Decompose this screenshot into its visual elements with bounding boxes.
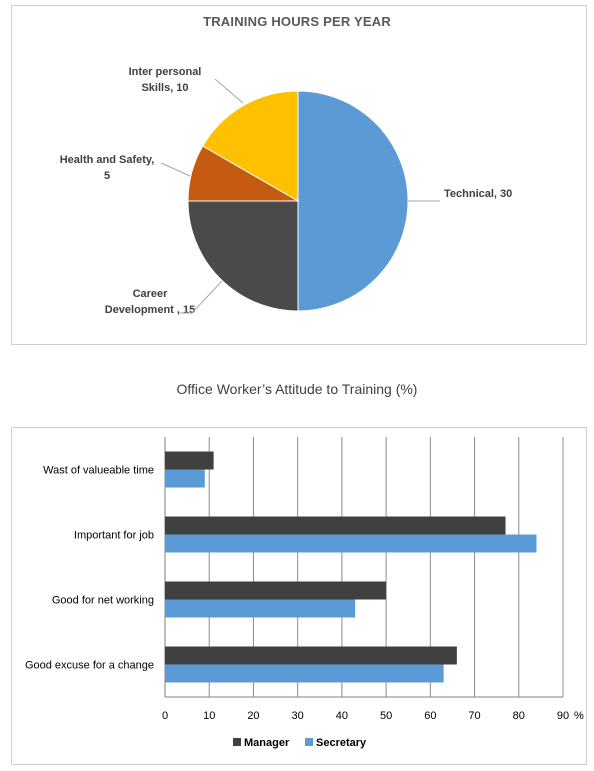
x-unit-label: % <box>574 710 584 722</box>
x-tick-label: 80 <box>513 710 525 722</box>
bar-manager <box>165 581 387 600</box>
pie-slice-technical <box>297 90 409 312</box>
bar-manager <box>165 516 506 535</box>
legend-swatch-manager <box>233 738 241 746</box>
x-tick-label: 20 <box>247 710 259 722</box>
pie-leader-line <box>180 280 223 314</box>
legend-label-manager: Manager <box>244 737 290 749</box>
y-category-label: Good for net working <box>52 595 154 607</box>
pie-data-label: Health and Safety, <box>60 154 155 166</box>
pie-slice-inter-personal-skills <box>202 90 299 202</box>
x-tick-label: 70 <box>468 710 480 722</box>
y-category-label: Wast of valueable time <box>43 465 154 477</box>
bar-chart-title: Office Worker’s Attitude to Training (%) <box>176 381 418 397</box>
x-tick-label: 40 <box>336 710 348 722</box>
pie-data-label: Inter personal <box>129 66 202 78</box>
bar-secretary <box>165 534 537 553</box>
bar-secretary <box>165 469 205 488</box>
y-category-label: Important for job <box>74 530 154 542</box>
x-tick-label: 60 <box>424 710 436 722</box>
pie-data-label: Development , 15 <box>105 304 195 316</box>
legend-swatch-secretary <box>305 738 313 746</box>
pie-leader-line <box>214 78 244 104</box>
pie-chart-title: TRAINING HOURS PER YEAR <box>203 14 391 29</box>
x-tick-label: 30 <box>292 710 304 722</box>
bar-secretary <box>165 599 356 618</box>
bar-manager <box>165 451 214 470</box>
y-category-label: Good excuse for a change <box>25 660 154 672</box>
x-tick-label: 0 <box>162 710 168 722</box>
x-tick-label: 10 <box>203 710 215 722</box>
pie-data-label: Career <box>133 288 169 300</box>
x-tick-label: 50 <box>380 710 392 722</box>
legend-label-secretary: Secretary <box>316 737 367 749</box>
pie-slice-career-development <box>187 200 299 312</box>
pie-data-label: Skills, 10 <box>141 82 188 94</box>
pie-data-label: 5 <box>104 170 110 182</box>
bar-secretary <box>165 664 444 683</box>
pie-leader-line <box>160 162 191 177</box>
bar-manager <box>165 646 457 665</box>
pie-data-label: Technical, 30 <box>444 188 512 200</box>
x-tick-label: 90 <box>557 710 569 722</box>
